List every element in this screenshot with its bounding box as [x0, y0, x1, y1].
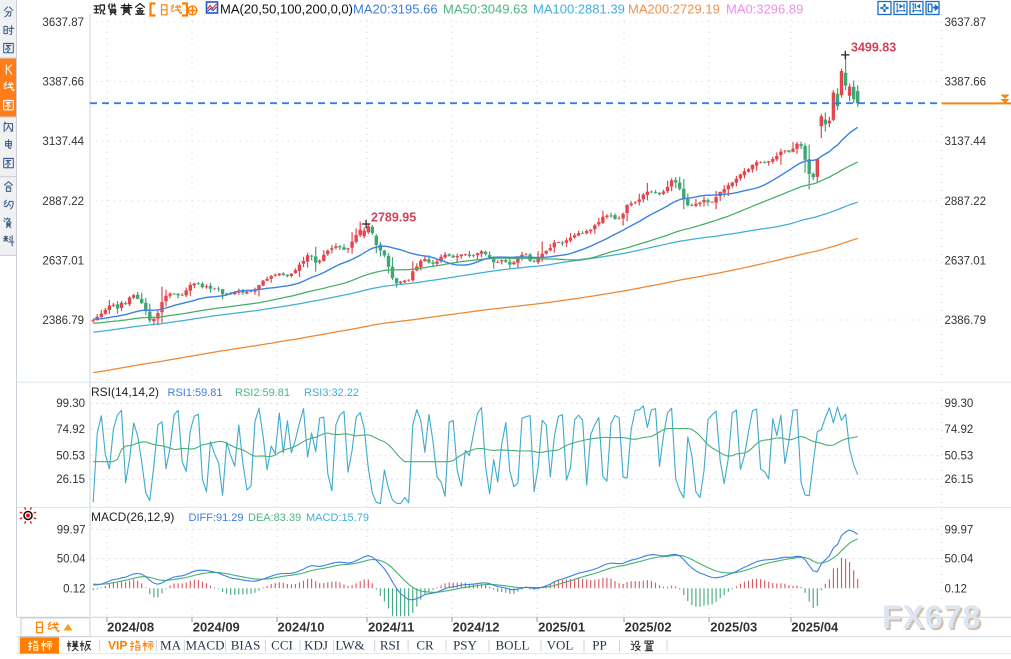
svg-text:PP: PP	[592, 638, 606, 653]
svg-text:RSI(14,14,2): RSI(14,14,2)	[91, 385, 159, 399]
svg-text:2024/11: 2024/11	[368, 620, 414, 635]
svg-text:2386.79: 2386.79	[42, 315, 84, 327]
svg-text:BIAS: BIAS	[231, 638, 261, 653]
svg-text:MA20:3195.66: MA20:3195.66	[353, 2, 438, 17]
svg-text:2024/09: 2024/09	[193, 620, 240, 635]
svg-text:MACD: MACD	[185, 638, 224, 653]
svg-text:RSI3:32.22: RSI3:32.22	[304, 387, 359, 399]
svg-text:BOLL: BOLL	[496, 638, 530, 653]
svg-text:DIFF:91.29: DIFF:91.29	[189, 512, 244, 524]
svg-text:FX678: FX678	[882, 599, 981, 635]
svg-text:0.12: 0.12	[945, 583, 967, 595]
svg-text:99.97: 99.97	[57, 524, 86, 536]
svg-text:DEA:83.39: DEA:83.39	[248, 512, 301, 524]
svg-text:3637.87: 3637.87	[945, 17, 987, 29]
svg-text:MA50:3049.63: MA50:3049.63	[443, 2, 528, 17]
svg-text:MA(20,50,100,200,0,0): MA(20,50,100,200,0,0)	[220, 2, 353, 17]
svg-text:PSY: PSY	[453, 638, 477, 653]
svg-text:RSI: RSI	[380, 638, 400, 653]
svg-text:2637.01: 2637.01	[42, 255, 84, 267]
svg-text:74.92: 74.92	[56, 424, 85, 436]
svg-text:2887.22: 2887.22	[42, 196, 84, 208]
svg-text:RSI1:59.81: RSI1:59.81	[168, 387, 223, 399]
svg-text:3637.87: 3637.87	[42, 17, 84, 29]
svg-text:CCI: CCI	[271, 638, 293, 653]
svg-text:3499.83: 3499.83	[851, 41, 896, 55]
svg-text:2025/04: 2025/04	[791, 620, 839, 635]
svg-text:3137.44: 3137.44	[945, 136, 987, 148]
svg-text:50.53: 50.53	[56, 451, 85, 463]
svg-text:RSI2:59.81: RSI2:59.81	[235, 387, 290, 399]
svg-text:MACD(26,12,9): MACD(26,12,9)	[91, 510, 174, 524]
svg-text:VIP: VIP	[108, 639, 127, 653]
svg-text:MA200:2729.19: MA200:2729.19	[628, 2, 720, 17]
svg-text:3137.44: 3137.44	[42, 136, 84, 148]
svg-text:2025/01: 2025/01	[538, 620, 585, 635]
svg-text:FX678: FX678	[884, 601, 983, 637]
svg-text:99.97: 99.97	[945, 524, 974, 536]
svg-text:LW&: LW&	[335, 638, 364, 653]
svg-text:2637.01: 2637.01	[945, 255, 987, 267]
svg-text:74.92: 74.92	[945, 424, 974, 436]
svg-text:MACD:15.79: MACD:15.79	[306, 512, 369, 524]
svg-text:99.30: 99.30	[56, 398, 85, 410]
svg-text:50.04: 50.04	[57, 554, 86, 566]
svg-text:KDJ: KDJ	[304, 638, 328, 653]
svg-text:MA100:2881.39: MA100:2881.39	[533, 2, 625, 17]
svg-text:3387.66: 3387.66	[945, 77, 987, 89]
svg-text:VOL: VOL	[547, 638, 574, 653]
svg-text:2024/08: 2024/08	[107, 620, 154, 635]
svg-text:2024/12: 2024/12	[453, 620, 500, 635]
svg-text:2024/10: 2024/10	[278, 620, 325, 635]
svg-text:0.12: 0.12	[63, 583, 85, 595]
svg-text:50.04: 50.04	[945, 554, 974, 566]
svg-text:99.30: 99.30	[945, 398, 974, 410]
svg-text:50.53: 50.53	[945, 451, 974, 463]
svg-text:MA0:3296.89: MA0:3296.89	[726, 2, 803, 17]
svg-text:2887.22: 2887.22	[945, 196, 987, 208]
svg-text:2789.95: 2789.95	[371, 211, 416, 225]
svg-text:2025/03: 2025/03	[710, 620, 757, 635]
svg-text:2025/02: 2025/02	[625, 620, 672, 635]
svg-text:CR: CR	[416, 638, 434, 653]
svg-text:26.15: 26.15	[945, 474, 974, 486]
svg-text:2386.79: 2386.79	[945, 315, 987, 327]
svg-text:3387.66: 3387.66	[42, 77, 84, 89]
svg-text:26.15: 26.15	[56, 474, 85, 486]
svg-text:MA: MA	[160, 638, 182, 653]
